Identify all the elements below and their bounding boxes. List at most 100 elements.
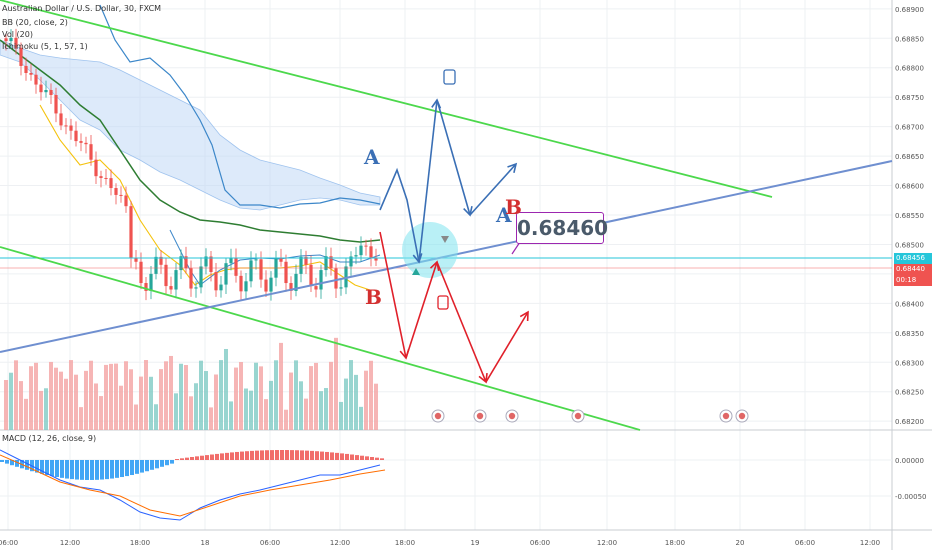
candle-body — [329, 256, 333, 269]
volume-bar — [314, 362, 318, 430]
hand-icon-up — [443, 69, 456, 85]
time-tick-label: 06:00 — [530, 539, 550, 547]
volume-bar — [114, 363, 118, 430]
volume-bar — [259, 366, 263, 430]
volume-bar — [99, 396, 103, 430]
macd-histogram-bar — [320, 451, 324, 460]
macd-histogram-bar — [175, 459, 179, 460]
macd-histogram-bar — [330, 452, 334, 460]
macd-histogram-bar — [75, 460, 79, 480]
candle-body — [369, 246, 373, 259]
macd-histogram-bar — [95, 460, 99, 480]
macd-histogram-bar — [315, 451, 319, 460]
candle-body — [279, 258, 283, 262]
time-tick-label: 06:00 — [795, 539, 815, 547]
candle-body — [34, 74, 38, 85]
candle-body — [294, 273, 298, 291]
candle-body — [189, 268, 193, 289]
bb-upper-line — [99, 4, 381, 209]
macd-histogram-bar — [225, 452, 229, 460]
macd-histogram-bar — [370, 456, 374, 460]
volume-bar — [74, 374, 78, 430]
time-tick-label: 20 — [736, 539, 745, 547]
callout-pointer — [511, 241, 521, 255]
down-marker-icon — [441, 236, 449, 243]
candle-body — [269, 277, 273, 292]
candle-body — [204, 256, 208, 267]
price-tick-label: 0.68750 — [895, 94, 924, 102]
candle-body — [334, 268, 338, 289]
volume-bar — [224, 348, 228, 430]
candle-body — [364, 245, 368, 247]
volume-bar — [119, 385, 123, 430]
volume-bar — [269, 380, 273, 430]
macd-histogram-bar — [90, 460, 94, 480]
volume-bar — [274, 360, 278, 430]
macd-histogram-bar — [340, 453, 344, 460]
volume-bar — [279, 342, 283, 430]
macd-histogram-bar — [215, 453, 219, 460]
candle-body — [144, 283, 148, 291]
scenario-arrow-blue-1 — [379, 167, 420, 263]
volume-bar — [264, 399, 268, 430]
candle-body — [174, 270, 178, 290]
volume-bar — [339, 401, 343, 430]
label-a-blue-1: A — [364, 145, 380, 169]
candle-body — [324, 256, 328, 271]
macd-histogram-bar — [365, 456, 369, 460]
candle-body — [19, 47, 23, 66]
candle-body — [219, 284, 223, 291]
candle-body — [264, 279, 268, 292]
volume-bar — [134, 404, 138, 430]
macd-histogram-bar — [195, 456, 199, 460]
label-a-blue-2: A — [496, 203, 512, 227]
macd-histogram-bar — [140, 460, 144, 473]
volume-bar — [84, 370, 88, 430]
price-tick-label: 0.68500 — [895, 241, 924, 249]
candle-body — [289, 283, 293, 291]
volume-bar — [359, 406, 363, 430]
time-tick-label: 18:00 — [665, 539, 685, 547]
time-tick-label: 06:00 — [0, 539, 18, 547]
event-flag-dot — [434, 412, 442, 420]
volume-bar — [89, 360, 93, 430]
macd-histogram-bar — [250, 450, 254, 460]
volume-bar — [24, 398, 28, 430]
macd-histogram-bar — [380, 458, 384, 460]
candle-body — [129, 206, 133, 259]
candle-body — [214, 272, 218, 291]
price-callout[interactable]: 0.68460 — [516, 212, 608, 244]
volume-bar — [309, 366, 313, 430]
candle-body — [179, 256, 183, 271]
macd-histogram-bar — [110, 460, 114, 479]
volume-bar — [199, 360, 203, 430]
volume-bar — [319, 391, 323, 430]
volume-bar — [34, 362, 38, 430]
event-flag-dot — [722, 412, 730, 420]
volume-bar — [324, 388, 328, 430]
scenario-arrow-blue-2 — [418, 99, 438, 263]
price-tag-close: 0.68440 — [894, 264, 932, 275]
candle-body — [44, 90, 48, 93]
legend-vol: Vol (20) — [2, 30, 33, 39]
tenkan-line — [39, 104, 371, 291]
time-tick-label: 18 — [201, 539, 210, 547]
candle-body — [134, 258, 138, 262]
candle-body — [124, 195, 128, 207]
volume-bar — [29, 366, 33, 430]
scenario-arrow-red-4 — [485, 311, 529, 383]
price-tick-label: 0.68700 — [895, 124, 924, 132]
candle-body — [149, 273, 153, 291]
scenario-arrow-red-1 — [379, 231, 407, 359]
macd-histogram-bar — [135, 460, 139, 474]
macd-histogram-bar — [15, 460, 19, 467]
volume-bar — [349, 360, 353, 430]
macd-histogram-bar — [120, 460, 124, 478]
volume-bar — [144, 360, 148, 430]
macd-histogram-bar — [240, 451, 244, 460]
volume-bar — [179, 363, 183, 430]
macd-histogram-bar — [200, 455, 204, 460]
macd-histogram-bar — [310, 450, 314, 460]
